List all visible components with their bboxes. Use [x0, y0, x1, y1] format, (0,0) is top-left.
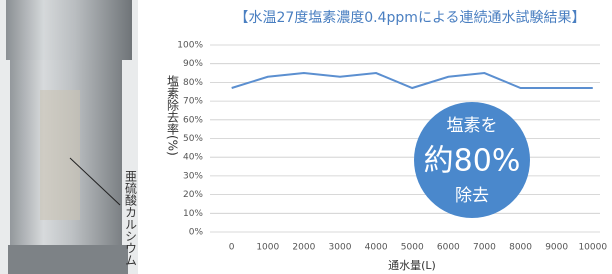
x-tick-label: 6000 [437, 243, 460, 253]
y-tick-label: 20% [183, 190, 203, 200]
x-tick-label: 8000 [509, 243, 532, 253]
photo-label: 亜硫酸カルシウム [124, 170, 138, 266]
x-tick-label: 5000 [401, 243, 424, 253]
annotation-text: 約80% [424, 144, 521, 179]
x-tick-label: 3000 [329, 243, 352, 253]
y-tick-label: 50% [183, 134, 203, 144]
x-tick-label: 2000 [292, 243, 315, 253]
page: 亜硫酸カルシウム 【水温27度塩素濃度0.4ppmによる連続通水試験結果】 塩素… [0, 0, 612, 274]
x-tick-label: 4000 [365, 243, 388, 253]
y-tick-label: 70% [183, 97, 203, 107]
x-axis-label: 通水量(L) [388, 259, 436, 272]
y-tick-label: 90% [183, 59, 203, 69]
y-tick-label: 60% [183, 115, 203, 125]
y-tick-label: 10% [183, 209, 203, 219]
annotation-text: 塩素を [447, 116, 498, 136]
annotation-text: 除去 [455, 186, 489, 206]
y-tick-label: 80% [183, 78, 203, 88]
x-tick-label: 1000 [256, 243, 279, 253]
x-tick-label: 0 [229, 243, 235, 253]
x-tick-label: 10000 [578, 243, 607, 253]
cartridge-photo [0, 0, 138, 274]
data-line [232, 73, 593, 88]
y-tick-label: 40% [183, 153, 203, 163]
x-tick-label: 7000 [473, 243, 496, 253]
chart-title: 【水温27度塩素濃度0.4ppmによる連続通水試験結果】 [234, 9, 585, 26]
x-tick-label: 9000 [545, 243, 568, 253]
y-tick-label: 30% [183, 171, 203, 181]
y-tick-label: 0% [189, 228, 204, 238]
y-tick-label: 100% [177, 41, 203, 51]
y-axis-label: 塩素除去率(%) [166, 74, 180, 156]
